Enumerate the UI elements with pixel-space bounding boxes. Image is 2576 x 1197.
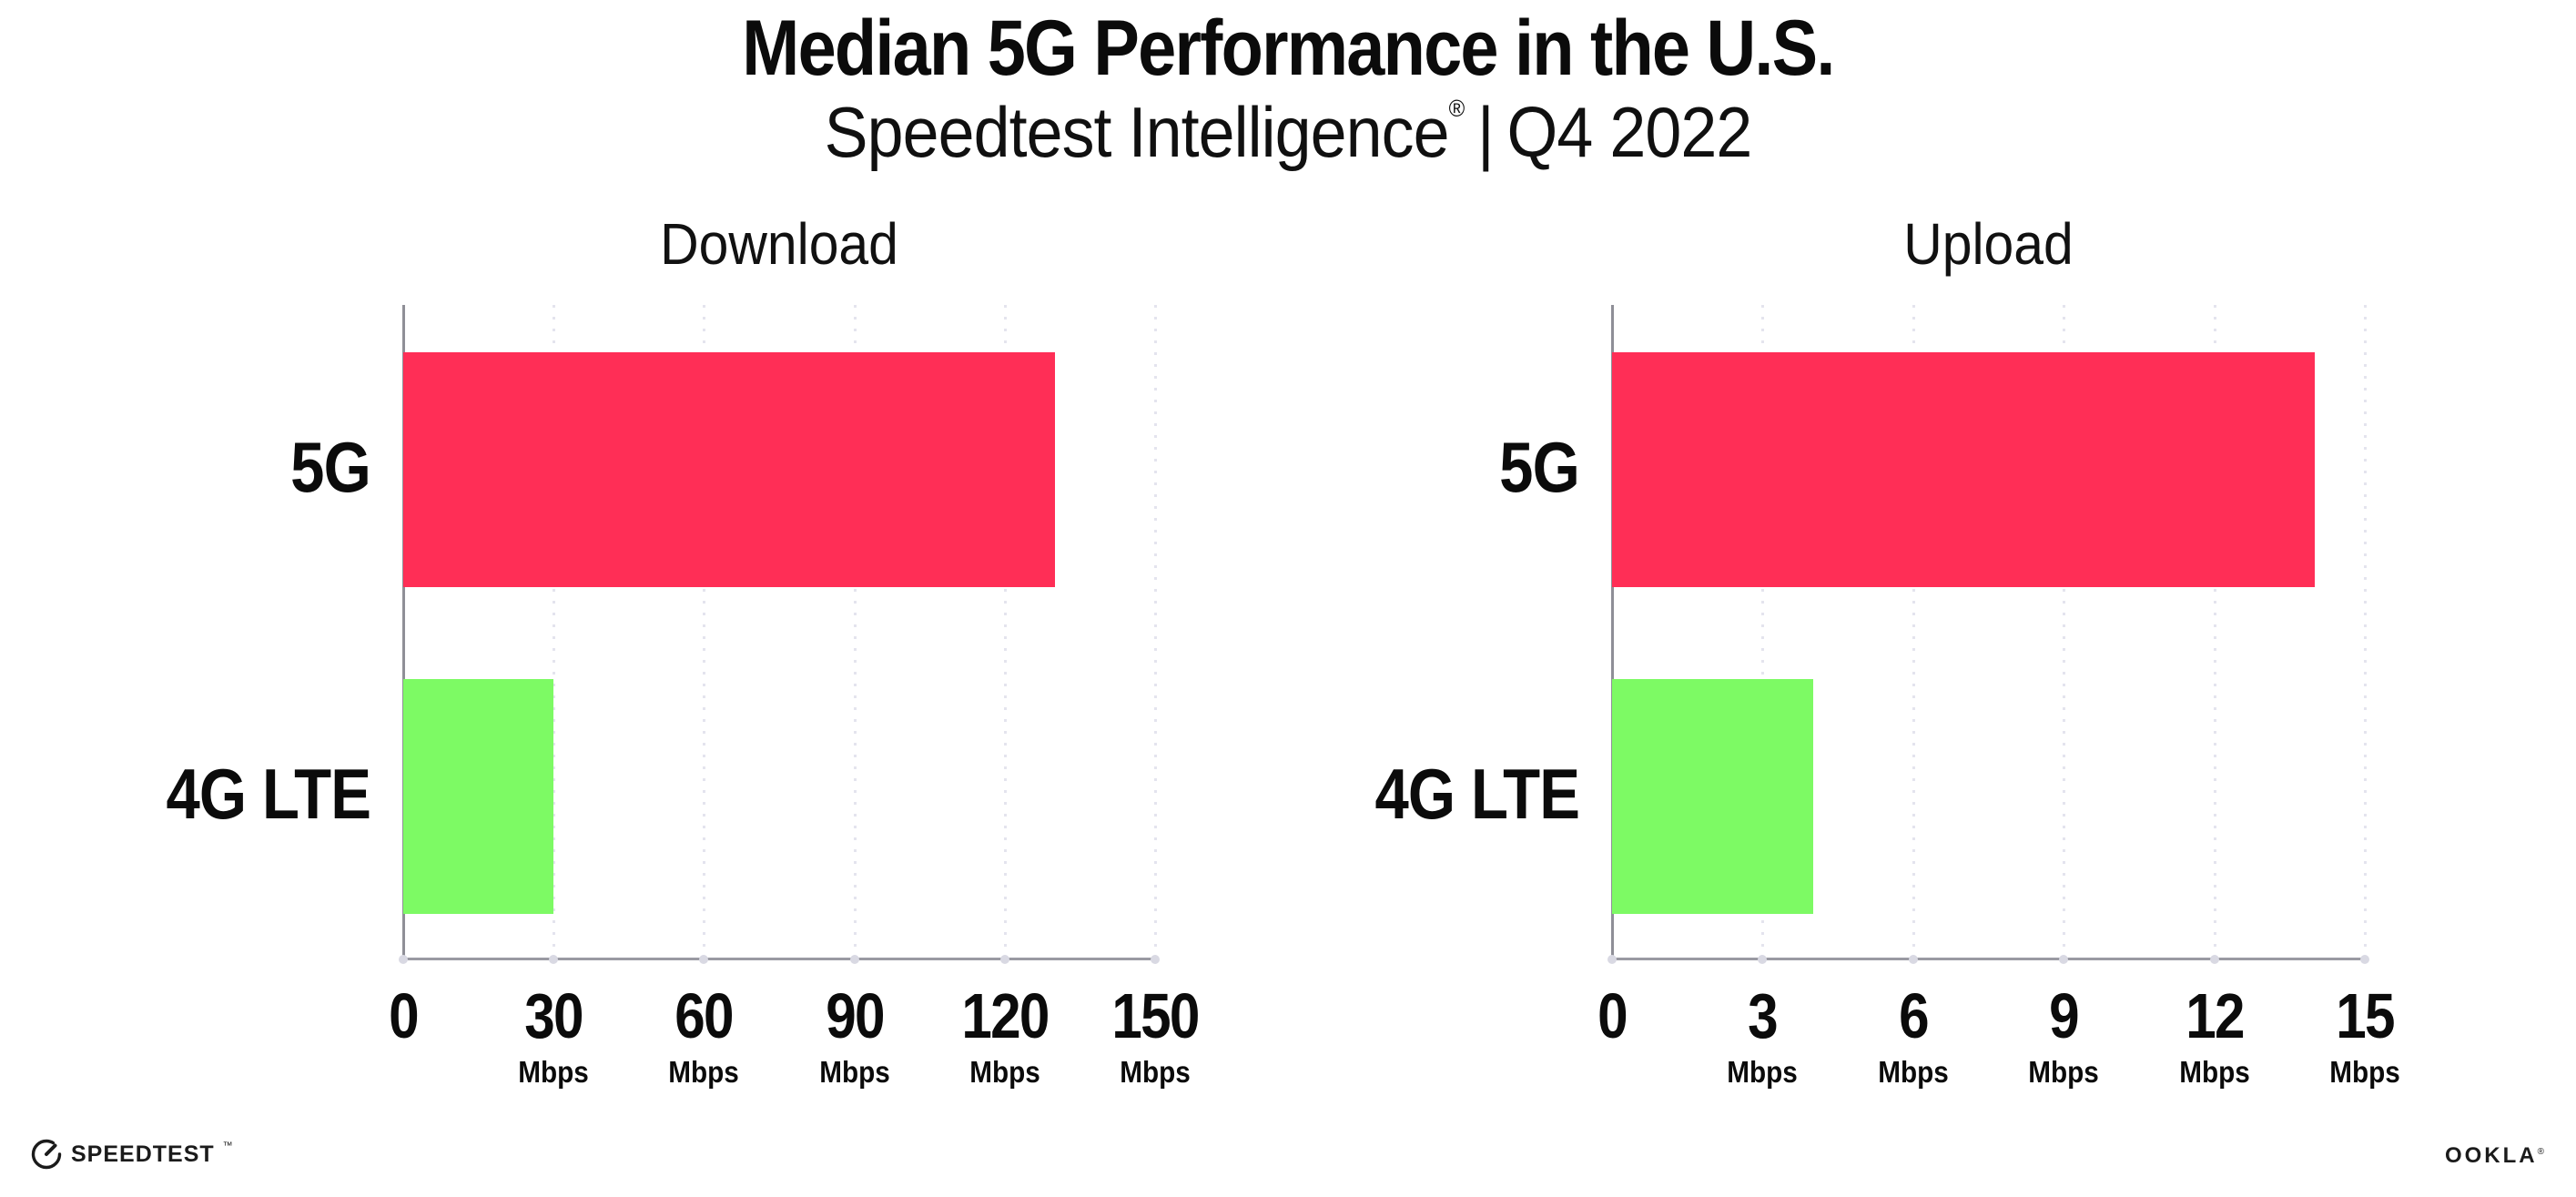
gridline — [1154, 305, 1157, 958]
x-tick-label: 120 Mbps — [954, 981, 1055, 1090]
x-tick-value: 90 — [825, 980, 885, 1051]
row-label-4g-lte: 4G LTE — [1374, 753, 1580, 834]
x-tick-unit: Mbps — [2028, 1055, 2099, 1089]
x-tick-label: 30 Mbps — [514, 981, 593, 1090]
subplot-title: Upload — [1903, 211, 2074, 277]
subtitle-brand: Speedtest Intelligence — [824, 92, 1450, 172]
x-tick-value: 120 — [961, 980, 1050, 1051]
subtitle-separator: | — [1477, 92, 1495, 172]
x-tick-label: 0 — [1596, 981, 1629, 1050]
x-tick-label: 150 Mbps — [1105, 981, 1206, 1090]
x-axis-line — [1611, 958, 2365, 960]
gridline — [1003, 305, 1007, 958]
x-tick-label: 12 Mbps — [2175, 981, 2254, 1090]
gridline — [2364, 305, 2367, 958]
y-axis-line — [1611, 305, 1614, 959]
x-tick-value: 150 — [1111, 980, 1200, 1051]
x-tick-value: 6 — [1898, 980, 1929, 1051]
x-tick-dot — [699, 955, 709, 964]
x-tick-value: 0 — [389, 980, 419, 1051]
subtitle-period: Q4 2022 — [1506, 92, 1752, 172]
gridline — [1912, 305, 1915, 958]
bar-5g — [1612, 352, 2315, 587]
x-tick-value: 0 — [1597, 980, 1628, 1051]
x-tick-label: 6 Mbps — [1874, 981, 1952, 1090]
x-tick-value: 30 — [524, 980, 583, 1051]
x-tick-dot — [999, 955, 1009, 964]
gridline — [2063, 305, 2066, 958]
x-tick-label: 60 Mbps — [664, 981, 743, 1090]
ookla-wordmark: OOKLA — [2444, 1143, 2538, 1168]
x-tick-dot — [849, 955, 859, 964]
x-axis-line — [402, 958, 1155, 960]
x-tick-unit: Mbps — [969, 1055, 1040, 1089]
ookla-logo: OOKLA® — [2445, 1143, 2544, 1169]
x-tick-dot — [1758, 955, 1768, 964]
speedtest-trademark: ™ — [222, 1141, 233, 1151]
row-label-5g: 5G — [1499, 426, 1580, 507]
x-tick-label: 90 Mbps — [816, 981, 894, 1090]
upload-chart: Upload 5G 4G LTE 0 3 Mbps 6 Mbps 9 Mbps 12 Mbps 15 Mb… — [1374, 211, 2400, 1089]
x-tick-label: 9 Mbps — [2024, 981, 2103, 1090]
x-tick-dot — [1908, 955, 1918, 964]
x-tick-dot — [2209, 955, 2219, 964]
speedtest-wordmark: SPEEDTEST — [71, 1141, 215, 1167]
gridline — [1761, 305, 1765, 958]
x-tick-unit: Mbps — [1727, 1055, 1799, 1089]
x-tick-unit: Mbps — [1878, 1055, 1949, 1089]
row-label-5g: 5G — [290, 426, 371, 507]
x-tick-unit: Mbps — [668, 1055, 740, 1089]
x-tick-unit: Mbps — [2178, 1055, 2250, 1089]
x-tick-label: 3 Mbps — [1723, 981, 1801, 1090]
x-tick-value: 12 — [2185, 980, 2245, 1051]
y-axis-line — [402, 305, 405, 959]
speedtest-gauge-icon — [30, 1138, 63, 1171]
x-tick-label: 15 Mbps — [2326, 981, 2404, 1090]
registered-mark: ® — [1448, 95, 1465, 122]
bar-4g-lte — [403, 679, 554, 914]
figure-subtitle: Speedtest Intelligence® | Q4 2022 — [103, 91, 2473, 174]
x-tick-unit: Mbps — [2329, 1055, 2400, 1089]
x-tick-label: 0 — [387, 981, 421, 1050]
x-tick-value: 15 — [2336, 980, 2395, 1051]
bar-4g-lte — [1612, 679, 1813, 914]
speedtest-logo: SPEEDTEST ™ — [30, 1138, 233, 1171]
x-tick-dot — [549, 955, 559, 964]
x-tick-dot — [1607, 955, 1617, 964]
subplot-title: Download — [660, 211, 898, 277]
row-label-4g-lte: 4G LTE — [166, 753, 371, 834]
x-tick-dot — [2360, 955, 2369, 964]
x-tick-unit: Mbps — [1120, 1055, 1191, 1089]
x-tick-value: 60 — [674, 980, 735, 1051]
gridline — [2213, 305, 2216, 958]
x-tick-unit: Mbps — [818, 1055, 890, 1089]
x-tick-value: 9 — [2049, 980, 2079, 1051]
x-tick-dot — [1151, 955, 1160, 964]
x-tick-dot — [2059, 955, 2069, 964]
download-chart: Download 5G 4G LTE 0 30 Mbps 60 Mbps 90 Mbps 120 Mb… — [166, 211, 1200, 1089]
x-tick-value: 3 — [1748, 980, 1779, 1051]
x-tick-dot — [399, 955, 408, 964]
gridline — [853, 305, 857, 958]
gridline — [703, 305, 706, 958]
gridline — [553, 305, 556, 958]
bar-5g — [403, 352, 1055, 587]
x-tick-unit: Mbps — [518, 1055, 589, 1089]
figure-title: Median 5G Performance in the U.S. — [742, 5, 1835, 92]
ookla-registered-mark: ® — [2537, 1147, 2544, 1157]
